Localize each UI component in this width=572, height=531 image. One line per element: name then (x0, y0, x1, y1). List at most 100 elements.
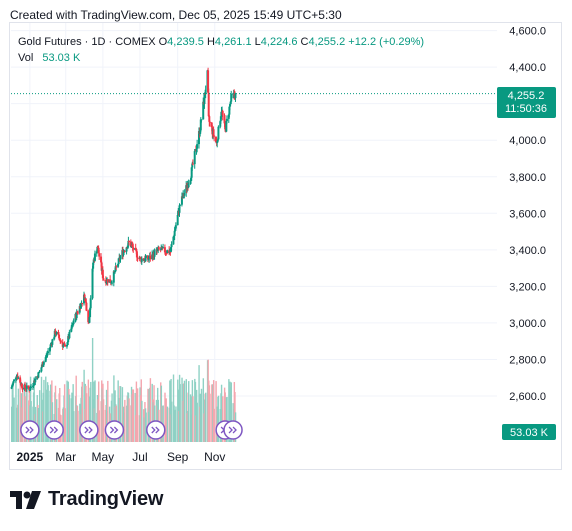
candle-body (153, 251, 156, 257)
candle-body (14, 377, 17, 380)
candle-body (89, 298, 92, 309)
candle-body (27, 385, 30, 389)
candle-body (174, 228, 177, 231)
volume-bar (175, 406, 177, 442)
price-tag-countdown: 11:50:36 (505, 103, 547, 115)
candle-body (49, 344, 52, 348)
volume-bar (213, 408, 215, 442)
y-tick-label: 3,800.0 (509, 172, 546, 184)
event-marker-icon[interactable] (20, 420, 40, 440)
tradingview-logo-icon (10, 490, 41, 509)
candle-body (170, 244, 173, 248)
candle-body (106, 278, 109, 283)
candle-body (11, 383, 14, 386)
candle-body (21, 387, 24, 390)
volume-bar (132, 389, 135, 442)
candle-body (129, 241, 132, 248)
candle-body (219, 116, 222, 122)
y-tick-label: 3,000.0 (509, 318, 546, 330)
candle-body (32, 385, 35, 387)
candle-body (20, 383, 23, 388)
brand-logo[interactable]: TradingView (10, 488, 163, 511)
candle-body (147, 259, 150, 261)
legend-row-ohlc: Gold Futures · 1D · COMEX O4,239.5 H4,26… (18, 34, 424, 50)
time-axis[interactable]: 2025 Mar May Jul Sep Nov (17, 450, 226, 464)
x-tick-label: May (92, 450, 115, 464)
volume-bar (226, 396, 228, 442)
candle-body (125, 247, 128, 252)
candle-body (173, 230, 176, 236)
volume-bar (33, 378, 35, 442)
candle-body (29, 387, 32, 391)
volume-bar (124, 399, 126, 442)
candle-body (92, 262, 95, 269)
legend-l-label: L (254, 36, 261, 48)
price-tag-value: 4,255.2 (508, 90, 545, 102)
event-marker-icon[interactable] (104, 420, 125, 440)
volume-bar (198, 365, 200, 442)
candle-body (180, 196, 183, 205)
candle-body (214, 136, 217, 143)
candle-body (187, 184, 190, 188)
candle-body (223, 115, 226, 124)
candle-body (185, 185, 188, 194)
candle-body (216, 139, 219, 142)
legend-change: +12.2 (+0.29%) (348, 36, 425, 48)
volume-bar (185, 379, 187, 442)
candle-body (72, 323, 75, 325)
legend-open: 4,239.5 (167, 36, 204, 48)
candle-body (163, 247, 166, 253)
candle-body (57, 331, 60, 335)
y-tick-label: 2,600.0 (509, 391, 546, 403)
candle-body (156, 249, 159, 251)
candle-body (128, 240, 131, 242)
candle-body (183, 193, 186, 196)
candle-body (213, 135, 216, 137)
candle-body (61, 341, 64, 347)
event-markers[interactable] (20, 420, 243, 440)
x-tick-label: Jul (132, 450, 147, 464)
candle-body (33, 380, 36, 386)
event-marker-icon[interactable] (44, 420, 64, 440)
candle-body (157, 247, 160, 249)
candle-body (58, 338, 61, 341)
candle-body (149, 255, 152, 260)
candle-body (230, 94, 233, 102)
candle-body (189, 180, 192, 185)
volume-bar (68, 394, 71, 442)
event-marker-icon[interactable] (223, 420, 243, 440)
candle-body (160, 248, 163, 251)
candle-body (162, 247, 165, 249)
candle-body (122, 250, 125, 256)
candle-body (25, 388, 28, 390)
candle-body (142, 258, 145, 261)
candle-body (217, 126, 220, 140)
event-marker-icon[interactable] (146, 420, 166, 440)
volume-bar (102, 399, 105, 442)
candle-body (105, 281, 108, 284)
candle-body (219, 121, 222, 127)
candle-body (55, 331, 58, 335)
event-marker-icon[interactable] (79, 420, 99, 440)
candle-body (55, 334, 58, 336)
candle-body (195, 148, 198, 152)
candle-body (220, 111, 223, 117)
candle-body (85, 302, 88, 311)
candle-body (42, 364, 45, 367)
volume-bar (194, 381, 197, 442)
candle-body (67, 336, 70, 343)
x-tick-label: Nov (204, 450, 225, 464)
candle-body (146, 255, 149, 260)
candle-body (165, 252, 168, 254)
candle-body (169, 251, 172, 253)
candle-body (13, 379, 16, 382)
candle-body (91, 268, 94, 299)
volume-bar (192, 396, 194, 442)
candle-body (119, 256, 122, 260)
volume-bar (217, 395, 220, 442)
candle-body (176, 214, 179, 226)
price-axis[interactable]: 4,600.04,400.04,200.04,000.03,800.03,600… (509, 26, 546, 403)
volume-bar (200, 388, 203, 442)
x-tick-label: 2025 (17, 450, 44, 464)
